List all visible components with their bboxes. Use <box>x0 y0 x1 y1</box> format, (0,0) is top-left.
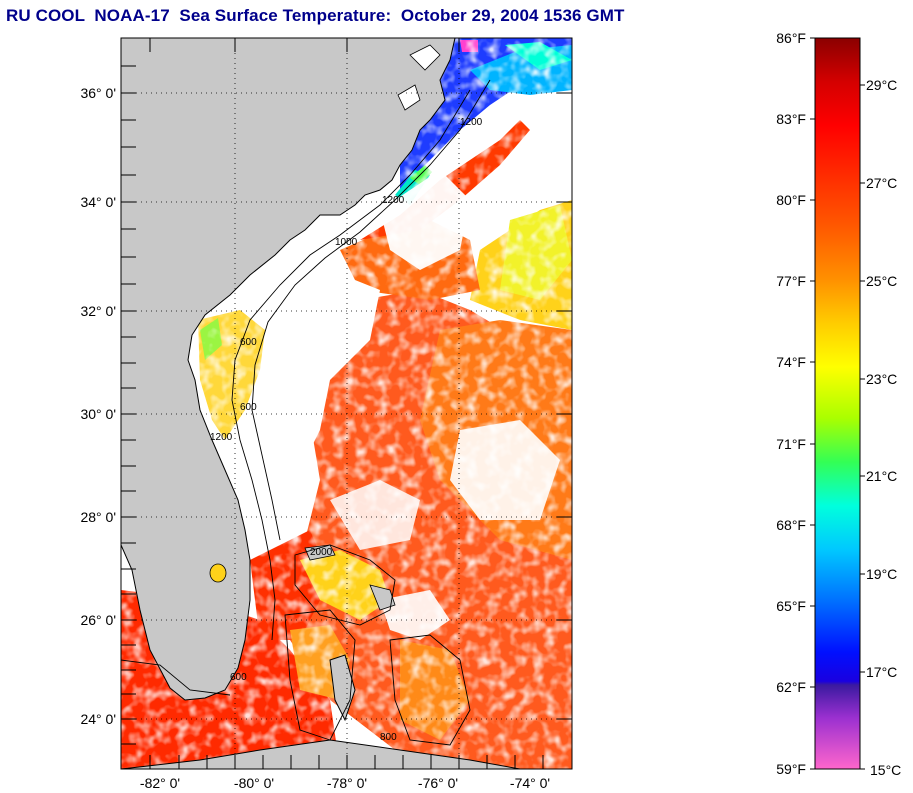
lat-label: 36° 0' <box>80 85 116 101</box>
lat-label: 28° 0' <box>80 509 116 525</box>
isobath-label: 1200 <box>382 195 405 206</box>
colorbar-f-label: 80°F <box>776 192 806 208</box>
colorbar-c-label: 25°C <box>866 273 897 289</box>
isobath-label: 800 <box>380 732 397 743</box>
colorbar-f-label: 83°F <box>776 111 806 127</box>
map-title: RU COOL NOAA-17 Sea Surface Temperature:… <box>6 6 625 25</box>
colorbar-c-label: 17°C <box>866 664 897 680</box>
land-layer <box>121 38 521 769</box>
colorbar-f-label: 68°F <box>776 517 806 533</box>
lon-label: -76° 0' <box>418 775 458 791</box>
colorbar-f-ticks <box>810 37 815 770</box>
colorbar-f-label: 77°F <box>776 273 806 289</box>
colorbar-f-label: 59°F <box>776 761 806 777</box>
colorbar-c-label: 27°C <box>866 175 897 191</box>
colorbar-f-label: 65°F <box>776 598 806 614</box>
lat-label: 24° 0' <box>80 711 116 727</box>
isobath-label: 2000 <box>310 547 333 558</box>
lon-label: -80° 0' <box>234 775 274 791</box>
lat-axis-labels: 36° 0' 34° 0' 32° 0' 30° 0' 28° 0' 26° 0… <box>80 85 116 727</box>
celsius-labels: 29°C 27°C 25°C 23°C 21°C 19°C 17°C 15°C <box>866 77 901 778</box>
isobath-label: 600 <box>240 337 257 348</box>
colorbar-c-label: 29°C <box>866 77 897 93</box>
colorbar-c-label: 19°C <box>866 566 897 582</box>
colorbar-f-label: 86°F <box>776 30 806 46</box>
isobath-label: 1200 <box>460 117 483 128</box>
fahrenheit-labels: 86°F 83°F 80°F 77°F 74°F 71°F 68°F 65°F … <box>776 30 806 777</box>
isobath-label: 1000 <box>335 237 358 248</box>
lon-label: -82° 0' <box>140 775 180 791</box>
isobath-label: 1200 <box>210 432 233 443</box>
lon-label: -74° 0' <box>510 775 550 791</box>
lat-label: 32° 0' <box>80 303 116 319</box>
colorbar-c-label: 15°C <box>870 762 901 778</box>
lon-tick-marks <box>149 38 544 769</box>
lon-label: -78° 0' <box>327 775 367 791</box>
colorbar-c-label: 23°C <box>866 371 897 387</box>
colorbar-gradient <box>814 37 861 770</box>
lon-axis-labels: -82° 0' -80° 0' -78° 0' -76° 0' -74° 0' <box>140 775 550 791</box>
isobath-labels: 1200 1000 600 1200 600 1200 2000 600 800 <box>210 117 483 743</box>
lat-tick-marks <box>121 65 572 745</box>
lat-label: 34° 0' <box>80 194 116 210</box>
lat-label: 30° 0' <box>80 406 116 422</box>
isobath-label: 600 <box>230 672 247 683</box>
isobath-label: 600 <box>240 402 257 413</box>
lat-label: 26° 0' <box>80 612 116 628</box>
colorbar-f-label: 74°F <box>776 354 806 370</box>
colorbar-c-label: 21°C <box>866 468 897 484</box>
isobath-contours <box>121 79 491 746</box>
colorbar-f-label: 62°F <box>776 679 806 695</box>
gridlines <box>121 38 572 769</box>
colorbar-f-label: 71°F <box>776 436 806 452</box>
temperature-colorbar: 86°F 83°F 80°F 77°F 74°F 71°F 68°F 65°F … <box>776 30 901 778</box>
colorbar-c-ticks <box>860 84 865 770</box>
